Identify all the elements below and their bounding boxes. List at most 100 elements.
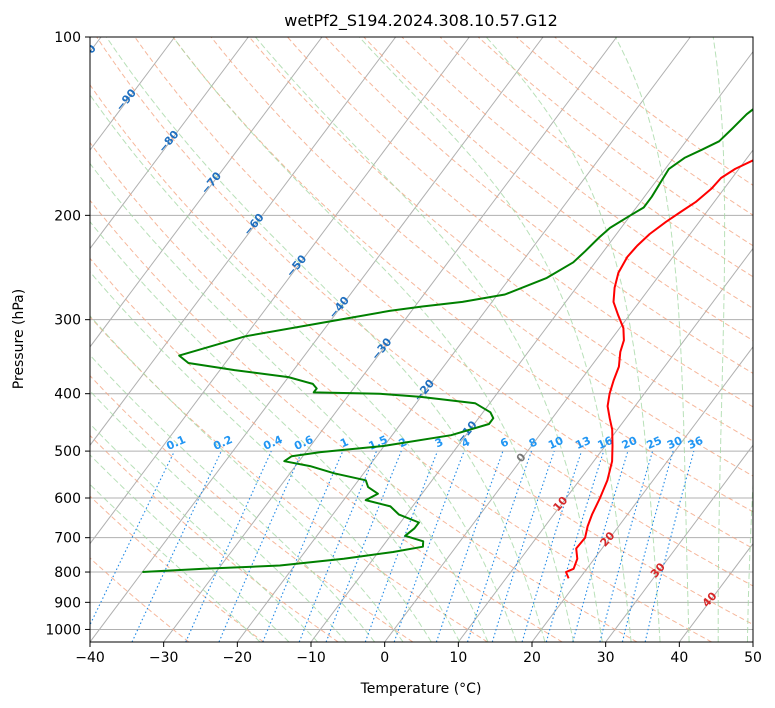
dry-adiabat-line: [477, 37, 753, 247]
y-tick-label: 600: [54, 491, 81, 507]
grid-layer: [90, 37, 753, 642]
moist-adiabat-line: [90, 314, 404, 642]
isotherm-line: [90, 37, 249, 250]
mixing-ratio-line: [466, 450, 533, 642]
moist-adiabat-line: [172, 37, 575, 642]
y-tick-label: 300: [54, 313, 81, 329]
dry-adiabat-line: [90, 141, 712, 642]
mixing-ratio-label: 0.2: [211, 433, 234, 453]
mixing-ratio-line: [90, 450, 175, 627]
x-tick-label: 30: [597, 650, 615, 666]
dry-adiabat-line: [172, 37, 753, 513]
dry-adiabat-line: [90, 374, 414, 642]
isotherm-line: [90, 37, 397, 447]
isotherm-line: [236, 37, 691, 642]
dewpoint-profile-line: [142, 108, 753, 573]
mixing-ratio-line: [521, 450, 583, 642]
moist-adiabat-line: [358, 37, 632, 642]
mixing-ratio-label: 20: [620, 434, 640, 452]
dry-adiabat-line: [90, 434, 339, 642]
moist-adiabat-line: [90, 220, 461, 642]
mixing-ratio-label: 6: [498, 435, 511, 450]
mixing-ratio-line: [325, 450, 402, 642]
mixing-ratio-line: [435, 450, 504, 642]
isotherm-line: [90, 37, 470, 545]
dry-adiabat-line: [363, 37, 753, 342]
isotherm-line: [384, 149, 753, 642]
mixing-ratio-line: [572, 450, 629, 642]
x-tick-label: −20: [223, 650, 253, 666]
mixing-ratio-line: [185, 450, 272, 642]
y-tick-label: 500: [54, 444, 81, 460]
isotherm-line: [678, 542, 753, 642]
dry-adiabat-line: [401, 37, 753, 309]
y-axis-title: Pressure (hPa): [11, 289, 27, 389]
mixing-ratio-line: [218, 450, 303, 642]
x-axis-title: Temperature (°C): [360, 681, 482, 697]
dry-adiabat-line: [134, 37, 753, 550]
x-tick-label: 0: [380, 650, 389, 666]
mixing-ratio-label: 0.4: [261, 433, 284, 453]
isotherm-line: [163, 37, 618, 642]
moist-adiabat-line: [90, 354, 376, 642]
mixing-ratio-label: 36: [686, 434, 706, 452]
moist-adiabat-line: [90, 390, 347, 642]
dry-adiabat-line: [210, 37, 753, 477]
mixing-ratio-line: [621, 450, 674, 642]
mixing-ratio-label: 10: [546, 434, 566, 452]
moist-adiabat-line: [90, 94, 517, 642]
dry-adiabat-line: [90, 257, 563, 642]
x-tick-label: −30: [149, 650, 179, 666]
y-tick-label: 100: [54, 30, 81, 46]
isotherm-line: [752, 641, 753, 642]
dry-adiabat-line: [325, 37, 753, 374]
dry-adiabat-line: [90, 199, 638, 642]
moist-adiabat-line: [90, 162, 489, 642]
isotherm-line: [531, 346, 753, 642]
mixing-ratio-line: [262, 450, 344, 642]
plot-frame: [89, 36, 754, 643]
x-tick-label: −10: [296, 650, 326, 666]
moist-adiabat-line: [255, 37, 603, 642]
isotherm-line: [90, 37, 323, 348]
moist-adiabat-line: [90, 423, 319, 642]
isotherm-line: [605, 444, 753, 642]
y-tick-label: 400: [54, 387, 81, 403]
mixing-ratio-label: 13: [573, 434, 592, 452]
moist-adiabat-line: [485, 37, 661, 642]
mixing-ratio-label: 0.6: [292, 433, 315, 453]
isotherm-line: [457, 247, 753, 642]
mixing-ratio-line: [298, 450, 378, 642]
mixing-ratio-line: [644, 450, 695, 642]
chart-title: wetPf2_S194.2024.308.10.57.G12: [284, 11, 558, 31]
mixing-ratio-line: [545, 450, 605, 642]
dry-adiabat-line: [248, 37, 753, 442]
x-axis: −40 −30 −20 −10 0 10 20 30 40 50: [75, 642, 762, 666]
y-tick-label: 800: [54, 565, 81, 581]
y-tick-label: 900: [54, 595, 81, 611]
moist-adiabat-line: [90, 271, 432, 642]
y-tick-label: 200: [54, 208, 81, 224]
moist-adiabat-line: [614, 37, 690, 642]
moist-adiabat-line: [90, 454, 290, 642]
temperature-profile-line: [565, 159, 753, 579]
mixing-ratio-label: 1.5: [367, 433, 390, 453]
mixing-ratio-line: [393, 450, 465, 642]
mixing-ratio-line: [364, 450, 439, 642]
dry-adiabat-line: [90, 557, 190, 642]
dry-adiabat-line: [554, 37, 753, 186]
mixing-ratio-line: [491, 450, 555, 642]
dry-adiabat-line: [439, 37, 753, 278]
x-tick-label: 10: [449, 650, 467, 666]
mixing-ratio-line: [131, 450, 222, 642]
y-axis: 100 200 300 400 500 600 700 800 900 1000: [45, 30, 90, 638]
moist-adiabat-line: [712, 37, 726, 642]
isotherm-line: [90, 37, 544, 642]
moist-adiabat-line: [105, 37, 546, 642]
x-tick-label: −40: [75, 650, 105, 666]
mixing-ratio-label: 25: [645, 434, 664, 452]
mixing-ratio-label: 16: [596, 434, 616, 452]
moist-adiabat-line: [90, 483, 261, 642]
x-tick-label: 20: [523, 650, 541, 666]
